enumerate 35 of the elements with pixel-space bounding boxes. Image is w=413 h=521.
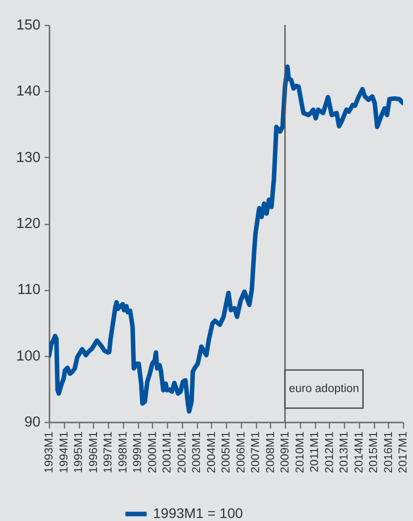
x-tick-label: 2007M1	[250, 432, 262, 474]
x-tick-label: 2017M1	[398, 432, 410, 474]
x-tick-label: 2003M1	[191, 432, 203, 474]
ref-line-label: euro adoption	[288, 383, 360, 396]
y-tick-label: 100	[16, 348, 40, 364]
x-tick-label: 2011M1	[309, 432, 321, 472]
x-tick-label: 2008M1	[264, 432, 277, 474]
x-tick-label: 2000M1	[146, 432, 159, 474]
y-tick-label: 130	[16, 150, 40, 166]
y-tick-label: 150	[16, 18, 40, 34]
x-tick-label: 2016M1	[382, 432, 395, 474]
x-tick-label: 2014M1	[353, 432, 366, 474]
x-tick-label: 2015M1	[368, 432, 380, 474]
x-tick-label: 1998M1	[117, 432, 130, 474]
x-tick-label: 1996M1	[88, 432, 100, 474]
line-series	[49, 64, 403, 414]
x-tick-label: 1994M1	[58, 432, 70, 474]
x-tick-label: 2004M1	[206, 432, 218, 474]
x-tick-label: 1997M1	[102, 432, 114, 474]
x-tick-label: 2001M1	[162, 432, 174, 474]
x-tick-label: 1993M1	[44, 432, 56, 474]
legend-label: 1993M1 = 100	[153, 505, 244, 521]
x-tick-label: 1999M1	[132, 432, 144, 474]
x-tick-label: 2005M1	[220, 432, 232, 474]
x-tick-label: 2002M1	[176, 432, 188, 474]
y-tick-label: 110	[17, 282, 40, 298]
y-tick-label: 120	[16, 216, 40, 232]
x-tick-label: 2012M1	[324, 432, 336, 474]
x-tick-label: 2006M1	[235, 432, 248, 474]
y-tick-label: 90	[24, 414, 40, 430]
x-tick-label: 2010M1	[294, 432, 306, 474]
x-tick-label: 2009M1	[280, 432, 292, 474]
y-tick-label: 140	[16, 84, 40, 100]
x-tick-label: 2013M1	[338, 432, 350, 474]
x-tick-label: 1995M1	[73, 432, 85, 474]
